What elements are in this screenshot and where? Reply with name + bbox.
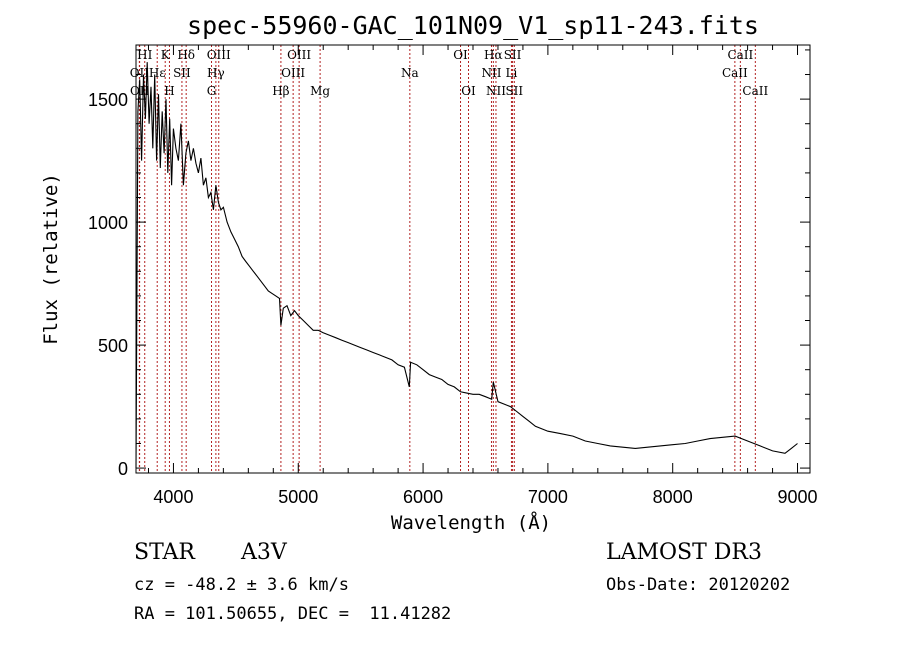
y-tick-label: 1000 xyxy=(88,213,128,233)
spectral-line-label: OI xyxy=(461,84,476,98)
object-subclass: A3V xyxy=(241,540,287,565)
spectral-line-label: Hγ xyxy=(207,66,225,80)
spectral-line-label: NII xyxy=(486,84,506,98)
spectral-line-label: CaII xyxy=(722,66,748,80)
spectral-line-label: HI xyxy=(137,48,152,62)
spectral-line-markers xyxy=(138,45,756,473)
chart-title: spec-55960-GAC_101N09_V1_sp11-243.fits xyxy=(187,11,759,40)
y-axis-title: Flux (relative) xyxy=(40,173,62,345)
spectral-line-label: SII xyxy=(173,66,191,80)
x-axis-title: Wavelength (Å) xyxy=(391,511,551,534)
survey-label: LAMOST DR3 xyxy=(606,540,762,565)
spectral-line-label: OIII xyxy=(281,66,305,80)
x-tick-label: 8000 xyxy=(653,487,693,507)
spectral-line-label: Hε xyxy=(149,66,166,80)
y-tick-label: 500 xyxy=(98,336,128,356)
x-tick-label: 9000 xyxy=(777,487,817,507)
plot-frame xyxy=(135,44,811,474)
object-class: STAR xyxy=(134,540,195,565)
spectral-line-label: Hδ xyxy=(177,48,195,62)
spectral-line-label: Na xyxy=(401,66,419,80)
coordinates: RA = 101.50655, DEC = 11.41282 xyxy=(134,604,452,624)
spectrum-line xyxy=(135,62,798,469)
spectral-line-label: OII xyxy=(130,66,150,80)
spectral-line-label: H xyxy=(164,84,174,98)
spectral-line-label: Mg xyxy=(310,84,330,98)
y-tick-label: 1500 xyxy=(88,90,128,110)
spectral-line-label: CaII xyxy=(727,48,753,62)
cz-value: cz = -48.2 ± 3.6 km/s xyxy=(134,575,349,595)
x-tick-label: 4000 xyxy=(153,487,193,507)
spectral-line-label: K xyxy=(161,48,171,62)
spectral-line-label: NII xyxy=(481,66,501,80)
spectrum-series xyxy=(135,62,798,469)
spectral-line-label: OI xyxy=(453,48,468,62)
spectral-line-label: SII xyxy=(504,48,522,62)
obs-date: Obs-Date: 20120202 xyxy=(606,575,791,595)
spectral-line-label: OIII xyxy=(207,48,231,62)
y-tick-label: 0 xyxy=(118,459,128,479)
spectral-line-label: CaII xyxy=(742,84,768,98)
axis-ticks: 4000 5000 6000 7000 8000 9000 0 500 1000 1500 xyxy=(88,45,818,507)
spectral-line-label: Hα xyxy=(484,48,503,62)
spectral-line-label: Li xyxy=(506,66,518,80)
x-tick-label: 5000 xyxy=(278,487,318,507)
spectral-line-label: G xyxy=(207,84,217,98)
x-tick-label: 6000 xyxy=(403,487,443,507)
spectral-line-label: Hβ xyxy=(272,84,289,98)
x-tick-label: 7000 xyxy=(528,487,568,507)
spectral-line-label: OIII xyxy=(287,48,311,62)
spectral-line-label: SII xyxy=(505,84,523,98)
